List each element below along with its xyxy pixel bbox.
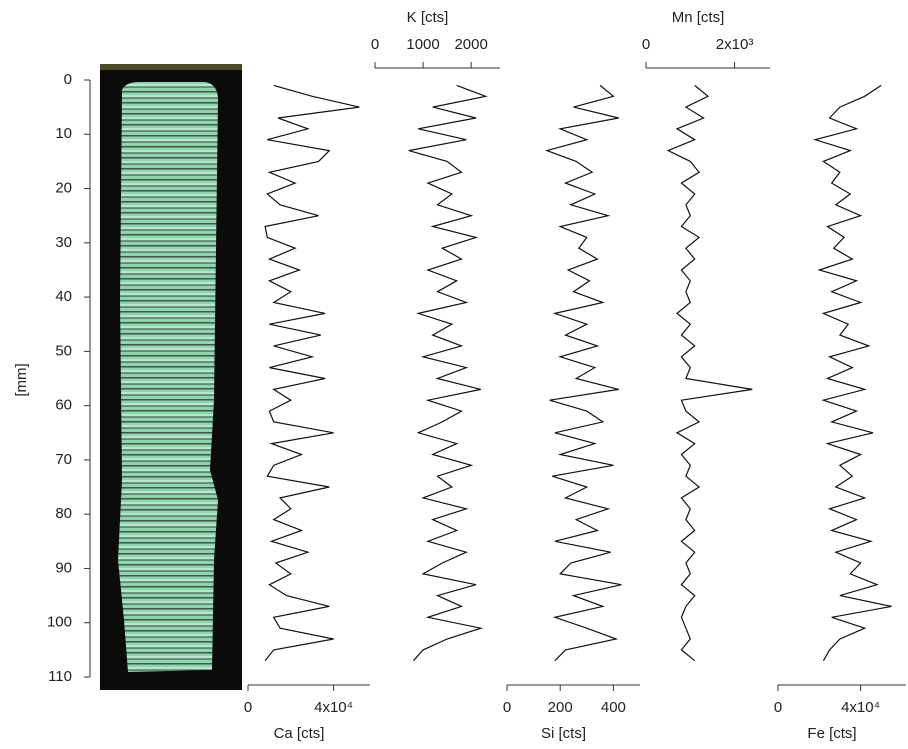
y-tick-label: 70 bbox=[55, 451, 72, 468]
x-tick-label: 0 bbox=[774, 699, 782, 716]
x-axis-title: Mn [cts] bbox=[672, 9, 725, 26]
x-axis-title: K [cts] bbox=[407, 9, 449, 26]
profile-line bbox=[264, 84, 360, 662]
core-photo bbox=[100, 64, 242, 690]
y-tick-label: 10 bbox=[55, 125, 72, 142]
x-axis-title: Ca [cts] bbox=[274, 725, 325, 742]
y-tick-label: 80 bbox=[55, 505, 72, 522]
x-tick-label: 2x10³ bbox=[716, 36, 754, 53]
y-axis-title: [mm] bbox=[13, 363, 30, 396]
x-tick-label: 2000 bbox=[454, 36, 487, 53]
x-axis-title: Si [cts] bbox=[541, 725, 586, 742]
y-tick-label: 40 bbox=[55, 288, 72, 305]
x-tick-label: 0 bbox=[244, 699, 252, 716]
x-tick-label: 4x10⁴ bbox=[841, 699, 880, 716]
x-tick-label: 1000 bbox=[406, 36, 439, 53]
x-tick-label: 0 bbox=[371, 36, 379, 53]
profile-line bbox=[813, 84, 892, 661]
x-tick-label: 400 bbox=[601, 699, 626, 716]
y-tick-label: 100 bbox=[47, 614, 72, 631]
x-tick-label: 200 bbox=[548, 699, 573, 716]
profile-line bbox=[666, 84, 753, 662]
profile-line bbox=[408, 84, 488, 662]
y-tick-label: 30 bbox=[55, 234, 72, 251]
y-tick-label: 60 bbox=[55, 397, 72, 414]
x-tick-label: 4x10⁴ bbox=[314, 699, 353, 716]
y-tick-label: 20 bbox=[55, 180, 72, 197]
x-axis-title: Fe [cts] bbox=[807, 725, 856, 742]
x-tick-label: 0 bbox=[642, 36, 650, 53]
x-tick-label: 0 bbox=[503, 699, 511, 716]
y-tick-label: 90 bbox=[55, 559, 72, 576]
profile-line bbox=[544, 84, 622, 662]
y-tick-label: 0 bbox=[64, 71, 72, 88]
y-tick-label: 50 bbox=[55, 342, 72, 359]
y-tick-label: 110 bbox=[48, 668, 72, 685]
